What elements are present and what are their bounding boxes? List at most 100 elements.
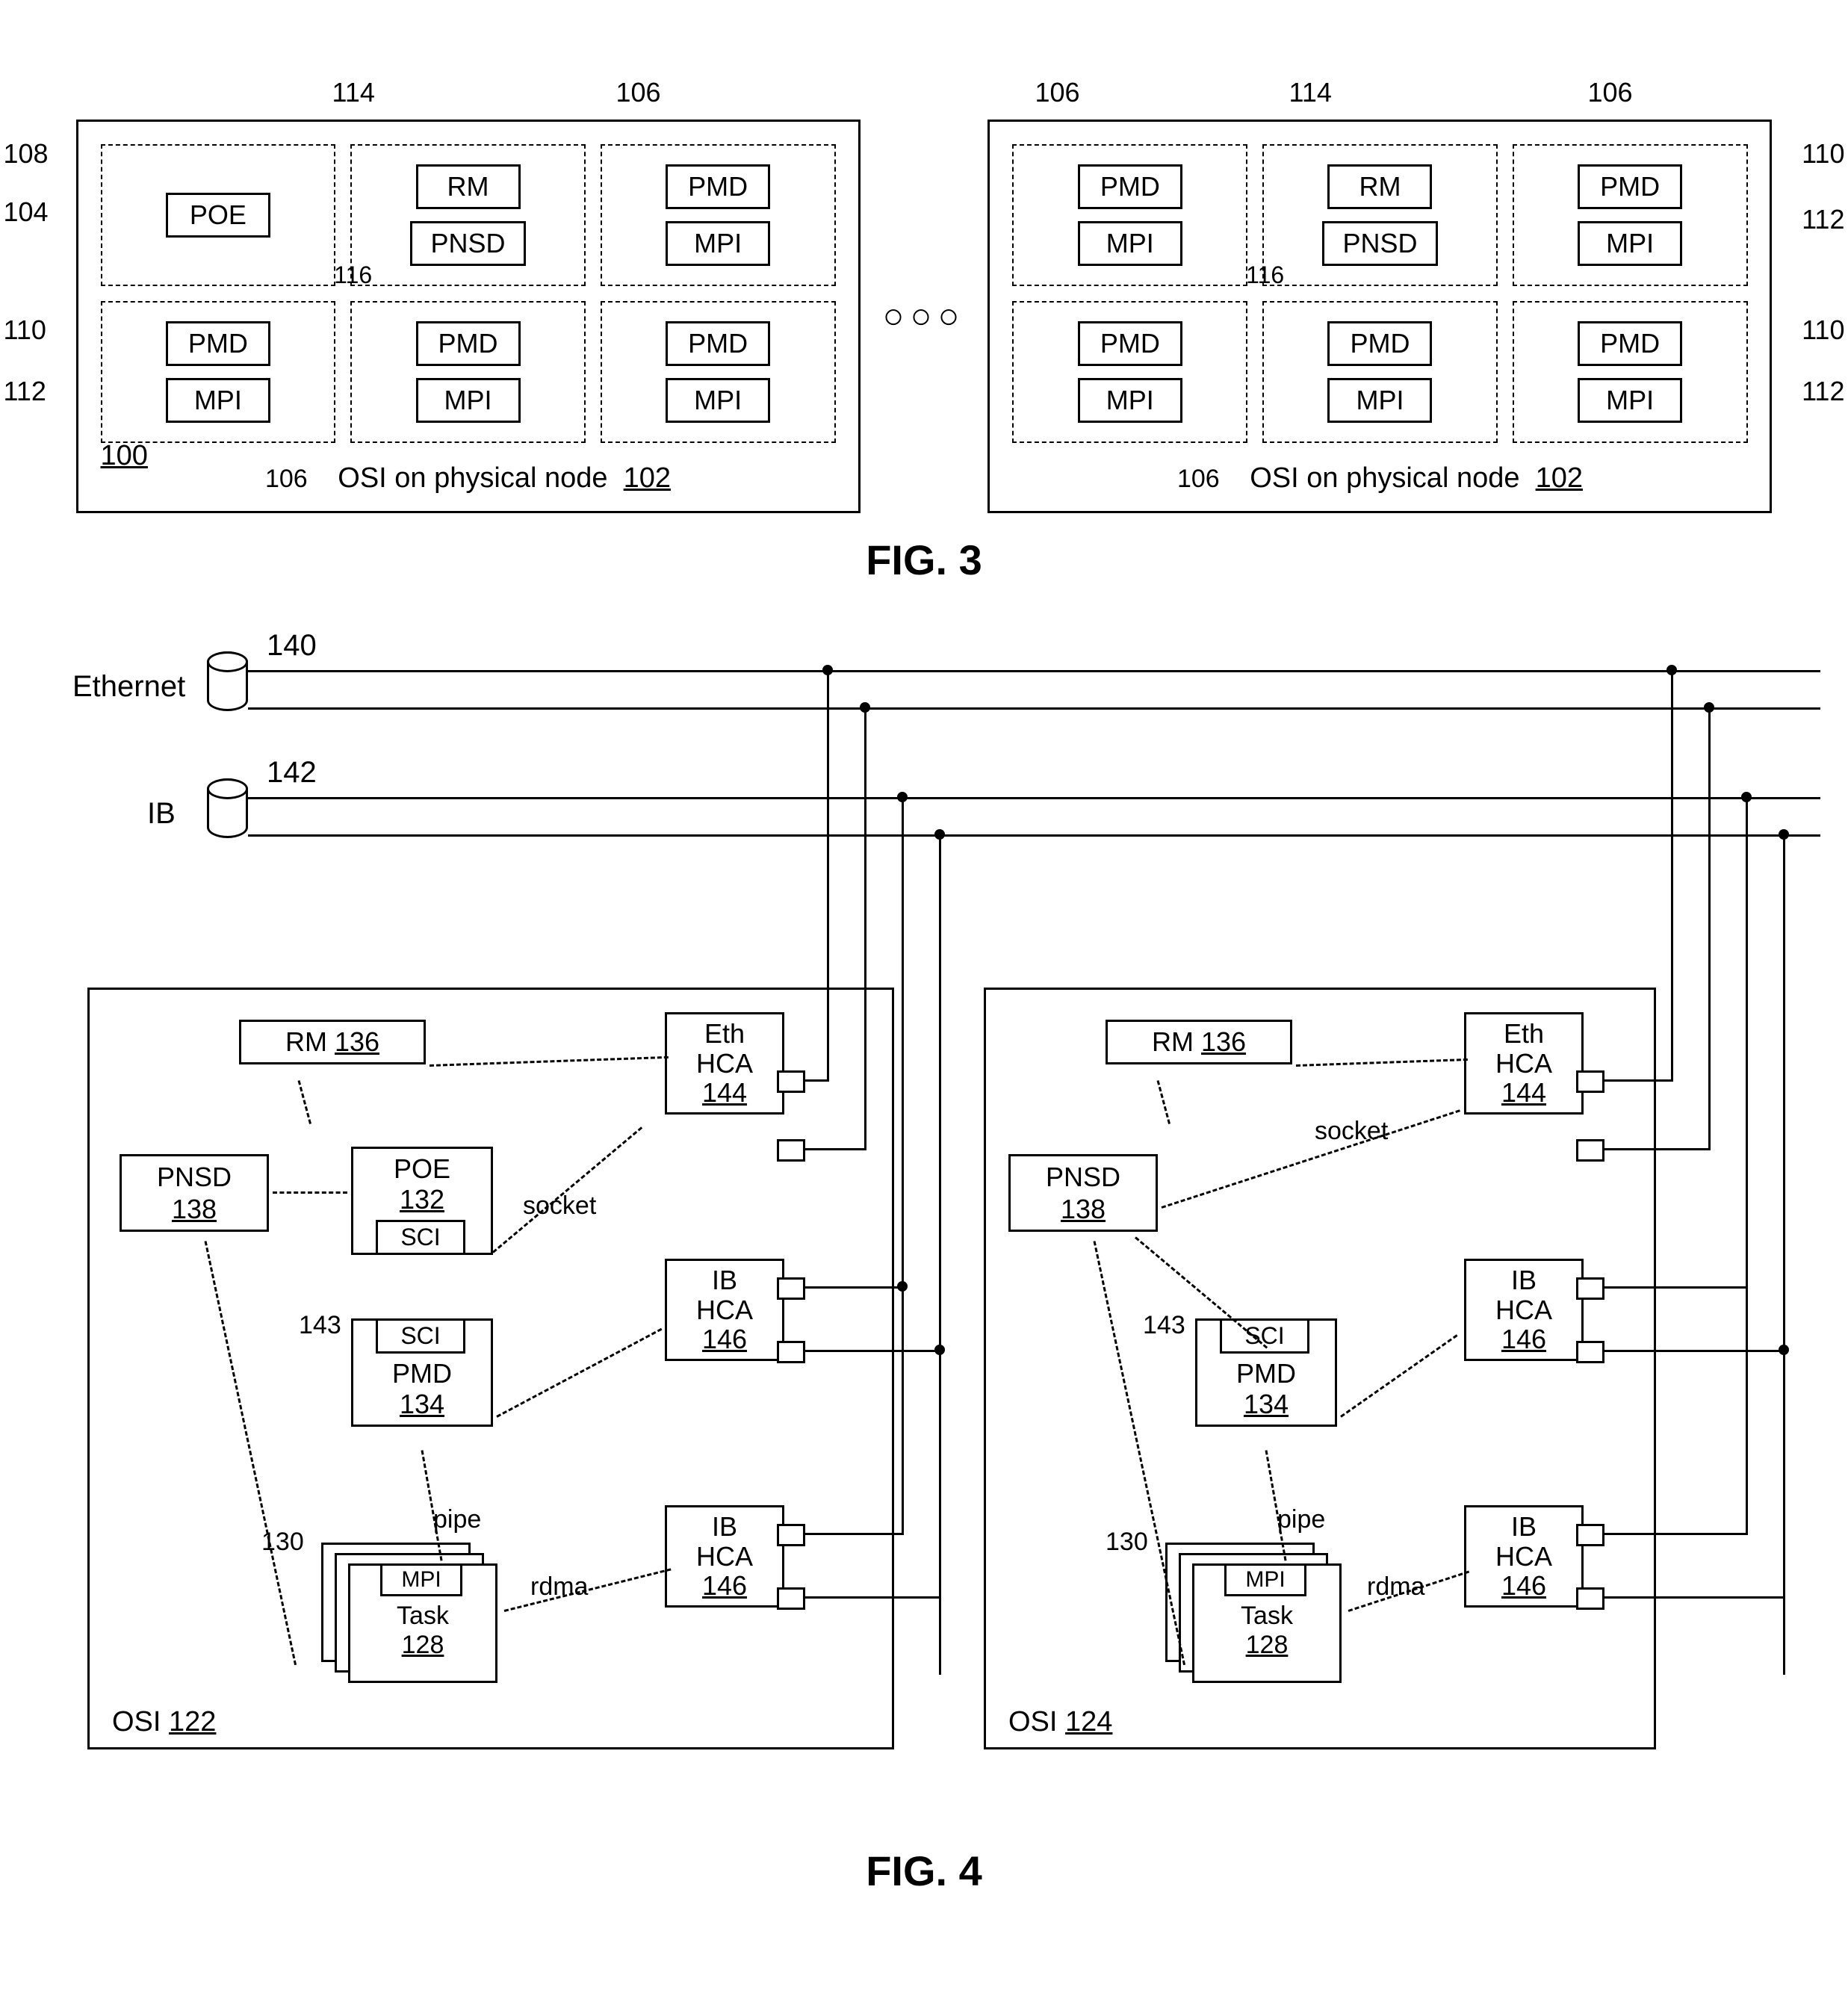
rm-label: RM xyxy=(285,1026,327,1057)
osi-cell: PMD MPI xyxy=(1262,301,1498,443)
bus-dot xyxy=(934,829,945,840)
ref-100: 100 xyxy=(101,440,148,472)
port-icon xyxy=(1576,1524,1604,1546)
port-icon xyxy=(1576,1070,1604,1093)
bus-dot xyxy=(897,792,908,802)
dashed-edge xyxy=(205,1241,297,1665)
bus-dot xyxy=(860,702,870,713)
callout-116: 116 xyxy=(334,261,372,289)
chip-pmd: PMD xyxy=(416,321,521,366)
pnsd-label: PNSD xyxy=(157,1162,232,1192)
eth-hca-box: Eth HCA 144 xyxy=(665,1012,784,1115)
fig3-container: 100 114 106 108 104 110 112 POE RM PNSD … xyxy=(15,120,1833,513)
sci-box: SCI xyxy=(376,1318,465,1354)
task-ref: 128 xyxy=(1194,1631,1339,1660)
dashed-edge xyxy=(1162,1109,1460,1209)
bus-dot xyxy=(1741,792,1752,802)
dashed-edge xyxy=(1296,1058,1468,1067)
node-footer: 106 OSI on physical node 102 xyxy=(1012,458,1747,503)
sci-box: SCI xyxy=(1220,1318,1309,1354)
wire xyxy=(1604,1286,1748,1289)
eth-hca-ref: 144 xyxy=(1501,1077,1546,1108)
pmd-label: PMD xyxy=(1236,1358,1296,1389)
bus-dot xyxy=(1704,702,1714,713)
dashed-edge xyxy=(492,1126,642,1253)
wire xyxy=(1783,1350,1785,1675)
bus-dot xyxy=(822,665,833,675)
callout-112: 112 xyxy=(1802,204,1844,235)
eth-hca-l2: HCA xyxy=(696,1048,753,1079)
callout-110: 110 xyxy=(1802,138,1844,170)
port-icon xyxy=(777,1277,805,1300)
socket-label: socket xyxy=(1315,1117,1388,1146)
chip-pmd: PMD xyxy=(1078,321,1182,366)
pmd-ref: 134 xyxy=(400,1389,444,1419)
pnsd-label: PNSD xyxy=(1046,1162,1120,1192)
pmd-box: SCI PMD 134 xyxy=(1195,1318,1337,1427)
ethernet-label: Ethernet xyxy=(72,670,185,704)
wire xyxy=(804,1350,941,1352)
osi-box-124: OSI 124 RM 136 PNSD 138 SCI PMD 134 143 … xyxy=(984,988,1656,1749)
osi-box-122: OSI 122 RM 136 PNSD 138 POE 132 SCI SCI … xyxy=(87,988,894,1749)
footer-text: OSI on physical node xyxy=(1250,462,1519,494)
task-ref: 128 xyxy=(350,1631,495,1660)
wire xyxy=(804,1148,866,1150)
osi-cell: RM PNSD 116 xyxy=(1262,144,1498,286)
port-icon xyxy=(777,1524,805,1546)
mpi-box: MPI xyxy=(1224,1563,1306,1596)
pnsd-box: PNSD 138 xyxy=(120,1154,269,1232)
ib-hca-l2: HCA xyxy=(696,1295,753,1325)
pmd-box: SCI PMD 134 xyxy=(351,1318,493,1427)
dashed-edge xyxy=(430,1056,669,1067)
osi-cell: PMD MPI xyxy=(1012,144,1247,286)
bus-drop xyxy=(1746,797,1748,1286)
bus-drop xyxy=(902,797,904,1286)
ib-hca-l1: IB xyxy=(712,1265,737,1295)
osi-ref: 124 xyxy=(1065,1706,1112,1738)
callout-112: 112 xyxy=(4,376,46,407)
footer-ref: 102 xyxy=(624,462,671,494)
rm-ref: 136 xyxy=(1201,1026,1246,1057)
fig3-title: FIG. 3 xyxy=(15,536,1833,584)
poe-box: POE 132 SCI xyxy=(351,1147,493,1255)
bus-line xyxy=(248,707,1820,710)
osi-cell: PMD MPI xyxy=(101,301,336,443)
osi-row-bottom: PMD MPI PMD MPI PMD MPI xyxy=(1012,301,1747,443)
bus-drop xyxy=(1671,670,1673,1079)
wire xyxy=(1604,1350,1785,1352)
ib-hca-ref: 146 xyxy=(702,1570,747,1601)
chip-pmd: PMD xyxy=(666,321,770,366)
callout-116: 116 xyxy=(1246,261,1284,289)
osi-prefix: OSI xyxy=(112,1706,161,1738)
fig4-container: Ethernet IB 140 142 OSI 122 RM 136 PNSD xyxy=(28,629,1820,1824)
wire xyxy=(1746,1286,1748,1533)
ref-143: 143 xyxy=(299,1311,341,1340)
dashed-edge xyxy=(1094,1241,1186,1665)
chip-pmd: PMD xyxy=(1578,321,1682,366)
ref-130: 130 xyxy=(1106,1528,1148,1557)
port-icon xyxy=(777,1139,805,1162)
callout-114: 114 xyxy=(1289,77,1331,108)
dashed-edge xyxy=(1157,1080,1170,1124)
ib-hca-ref: 146 xyxy=(1501,1570,1546,1601)
callout-106b: 106 xyxy=(1177,465,1220,493)
callout-114: 114 xyxy=(332,77,375,108)
osi-cell: PMD MPI xyxy=(1513,301,1748,443)
rm-label: RM xyxy=(1152,1026,1194,1057)
eth-hca-box: Eth HCA 144 xyxy=(1464,1012,1584,1115)
wire xyxy=(1604,1533,1748,1535)
chip-mpi: MPI xyxy=(1578,378,1682,423)
chip-mpi: MPI xyxy=(1078,378,1182,423)
wire xyxy=(1604,1148,1711,1150)
poe-label: POE xyxy=(394,1153,450,1184)
osi-cell: RM PNSD 116 xyxy=(350,144,586,286)
port-icon xyxy=(777,1587,805,1610)
chip-poe: POE xyxy=(166,193,270,238)
osi-label: OSI 124 xyxy=(1008,1706,1112,1738)
osi-prefix: OSI xyxy=(1008,1706,1057,1738)
port-icon xyxy=(1576,1139,1604,1162)
eth-hca-ref: 144 xyxy=(702,1077,747,1108)
pmd-label: PMD xyxy=(392,1358,452,1389)
osi-ref: 122 xyxy=(169,1706,216,1738)
port-icon xyxy=(1576,1341,1604,1363)
